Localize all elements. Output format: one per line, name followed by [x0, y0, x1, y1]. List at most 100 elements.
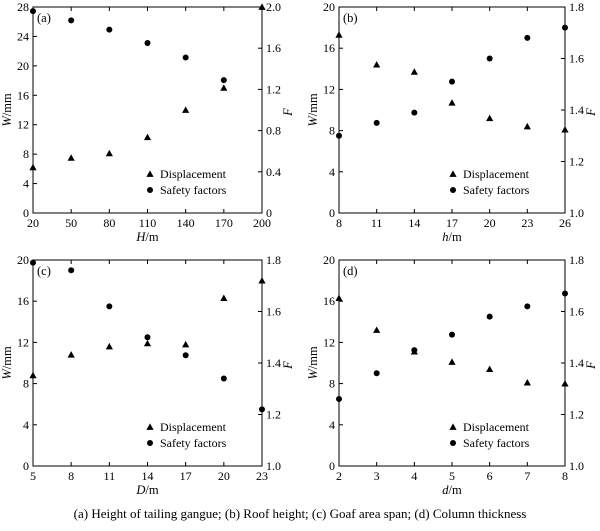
y2-axis-label-variable: F [281, 108, 295, 117]
displacement-point [220, 294, 228, 301]
x-axis-label-variable: h [442, 230, 448, 244]
y-tick-label: 20 [323, 253, 335, 267]
displacement-point [182, 106, 190, 113]
y2-tick-label: 1.2 [266, 408, 281, 422]
displacement-point [258, 3, 266, 10]
displacement-point [410, 68, 418, 75]
figure-caption: (a) Height of tailing gangue; (b) Roof h… [73, 506, 527, 521]
y-tick-label: 16 [323, 41, 335, 55]
y2-tick-label: 1.8 [569, 253, 584, 267]
y-tick-label: 0 [329, 459, 335, 473]
y2-tick-label: 1.2 [569, 155, 584, 169]
x-tick-label: 17 [180, 469, 192, 483]
y2-tick-label: 1.6 [266, 305, 281, 319]
y2-tick-label: 1.4 [266, 356, 281, 370]
x-axis-label-variable: d [442, 483, 449, 497]
y-tick-label: 28 [17, 0, 29, 14]
displacement-point [182, 340, 190, 348]
displacement-point [561, 125, 569, 133]
safety-factor-point [411, 109, 418, 116]
safety-factor-point [259, 406, 265, 413]
y-tick-label: 8 [329, 377, 335, 391]
safety-factor-point [373, 119, 380, 126]
displacement-point [448, 99, 456, 106]
y2-tick-label: 1.0 [569, 459, 584, 473]
chart-panel-a: 20 50 80 110 140 170 200048121620242800.40.81.… [0, 0, 295, 244]
y-axis-label-unit: /mm [306, 93, 320, 116]
safety-factor-point [144, 40, 151, 47]
x-tick-label: 20 [27, 216, 39, 230]
y-axis-label-variable: W [0, 368, 14, 380]
safety-factor-point [449, 78, 455, 85]
safety-factor-point [68, 267, 75, 274]
y-tick-label: 4 [329, 165, 335, 179]
x-tick-label: 23 [521, 216, 533, 230]
y2-tick-label: 1.4 [569, 103, 584, 117]
x-tick-label: 26 [559, 216, 571, 230]
displacement-point [143, 339, 152, 347]
displacement-point [258, 277, 266, 284]
x-tick-label: 11 [371, 216, 383, 230]
displacement-point [373, 326, 381, 333]
legend-label-safety-factors: Safety factors [160, 436, 227, 450]
safety-factor-point [106, 303, 113, 310]
displacement-point [561, 380, 569, 387]
x-axis-label-unit: /m [449, 230, 462, 244]
x-tick-label: 14 [142, 469, 154, 483]
displacement-point [486, 114, 494, 122]
y2-axis-label: F [281, 361, 295, 370]
safety-factor-point [411, 347, 418, 354]
y2-tick-label: 1.0 [569, 206, 584, 220]
y-axis-label-variable: W [0, 115, 14, 127]
y-tick-label: 12 [17, 118, 29, 132]
x-tick-label: 5 [30, 469, 36, 483]
y-axis-label-variable: W [306, 115, 320, 127]
x-tick-label: 140 [177, 216, 195, 230]
safety-factor-point [336, 132, 342, 139]
chart-panel-b: 8 11 14 17 20 23 26 0 4 8 12 16 20 1.0 1.2 1.4 1.6 1.8 h/m… [306, 0, 598, 244]
x-tick-label: 200 [253, 216, 271, 230]
x-tick-label: 3 [374, 469, 380, 483]
safety-factor-point [449, 331, 455, 338]
y-tick-label: 12 [323, 335, 335, 349]
y-axis-label: W/mm [0, 93, 14, 127]
safety-factor-point [220, 375, 227, 382]
y-axis-label-variable: W [306, 368, 320, 380]
y-tick-label: 4 [329, 418, 335, 432]
displacement-point [523, 378, 531, 386]
y2-axis-label-variable: F [584, 361, 598, 370]
y-tick-label: 8 [329, 124, 335, 138]
x-tick-label: 20 [484, 216, 496, 230]
displacement-point [448, 358, 456, 365]
x-tick-label: 23 [256, 469, 268, 483]
y-tick-label: 16 [323, 294, 335, 308]
x-tick-label: 6 [487, 469, 493, 483]
x-tick-label: 17 [446, 216, 458, 230]
x-axis-label-variable: H [135, 230, 146, 244]
x-axis-label: H/m [135, 230, 159, 244]
y-tick-label: 20 [17, 59, 29, 73]
displacement-point [67, 154, 75, 161]
y2-tick-label: 1.8 [266, 253, 281, 267]
x-tick-label: 8 [562, 469, 568, 483]
safety-factor-point [30, 259, 36, 266]
y2-axis-label: F [281, 108, 295, 117]
y-tick-label: 0 [23, 206, 29, 220]
y-axis-label: W/mm [306, 346, 320, 380]
y2-axis-label-variable: F [584, 108, 598, 117]
y-axis-label: W/mm [0, 346, 14, 380]
plot-frame [32, 259, 263, 467]
legend-label-safety-factors: Safety factors [463, 183, 530, 197]
x-tick-label: 14 [408, 216, 420, 230]
y2-tick-label: 1.0 [266, 459, 281, 473]
displacement-point [105, 149, 113, 157]
legend-label-safety-factors: Safety factors [463, 436, 530, 450]
y-tick-label: 4 [23, 177, 29, 191]
y-tick-label: 12 [323, 82, 335, 96]
x-tick-label: 5 [449, 469, 455, 483]
legend-label-safety-factors: Safety factors [160, 183, 227, 197]
y-axis-label-unit: /mm [306, 346, 320, 369]
y-axis-label-unit: /mm [0, 93, 14, 116]
safety-factor-point [524, 34, 531, 41]
x-tick-label: 11 [104, 469, 116, 483]
